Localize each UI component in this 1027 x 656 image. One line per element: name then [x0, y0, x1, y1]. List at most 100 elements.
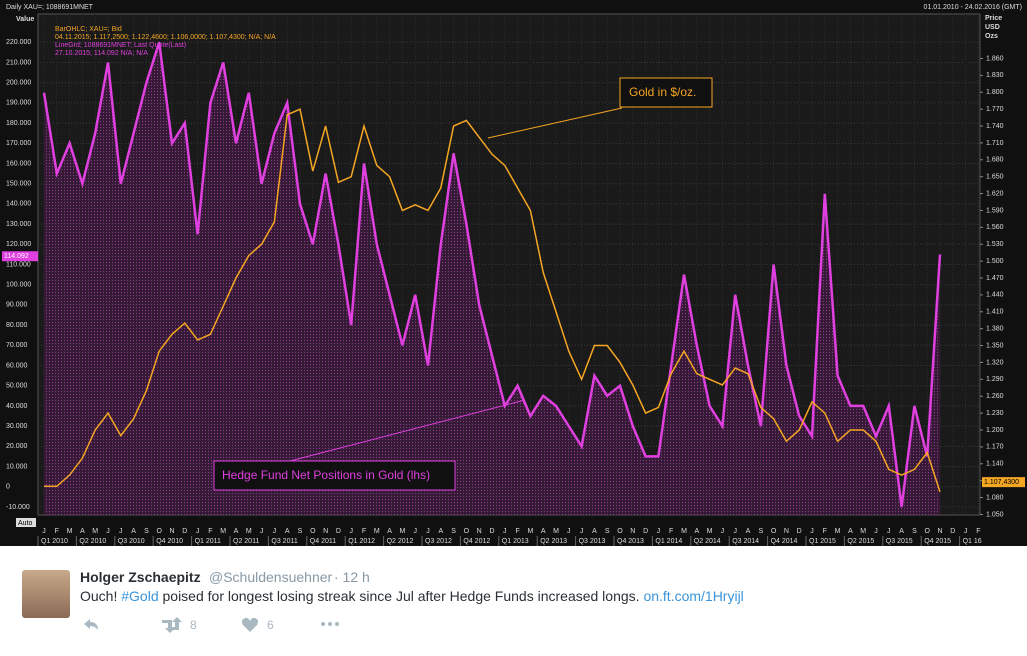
retweet-count: 8: [190, 618, 197, 632]
x-tick-label: M: [860, 528, 866, 535]
x-tick-label: A: [592, 528, 597, 535]
x-tick-label: O: [310, 528, 316, 535]
y-tick-label: -10.000: [6, 504, 30, 511]
x-tick-label: S: [758, 528, 763, 535]
y2-tick-label: 1.470: [986, 275, 1004, 282]
x-tick-label: S: [451, 528, 456, 535]
leader-line: [289, 399, 526, 462]
x-tick-label: D: [489, 528, 494, 535]
annotation-box: [619, 77, 713, 108]
y2-label: USD: [985, 24, 1000, 31]
quarter-label: Q2 2014: [694, 538, 721, 545]
y-tick-label: 0: [6, 484, 10, 491]
retweet-icon[interactable]: [162, 617, 182, 633]
x-tick-label: A: [438, 528, 443, 535]
x-tick-label: J: [260, 528, 264, 535]
y2-tick-label: 1.740: [986, 123, 1004, 130]
x-tick-label: D: [797, 528, 802, 535]
x-tick-label: A: [80, 528, 85, 535]
quarter-label: Q4 2010: [156, 538, 183, 545]
x-tick-label: O: [156, 528, 162, 535]
y2-tick-label: 1.800: [986, 89, 1004, 96]
x-tick-label: F: [362, 528, 366, 535]
like-count: 6: [267, 618, 274, 632]
x-tick-label: M: [220, 528, 226, 535]
y2-tick-label: 1.350: [986, 342, 1004, 349]
y2-tick-label: 1.530: [986, 241, 1004, 248]
y2-tick-label: 1.860: [986, 55, 1004, 62]
quarter-label: Q2 2013: [540, 538, 567, 545]
y-tick-label: 130.000: [6, 221, 31, 228]
x-tick-label: J: [721, 528, 725, 535]
quarter-label: Q3 2012: [425, 538, 452, 545]
x-tick-label: A: [131, 528, 136, 535]
quarter-label: Q2 2011: [233, 538, 259, 545]
last-tag-label: 114.092: [4, 253, 29, 260]
auto-button[interactable]: [16, 518, 36, 527]
link[interactable]: on.ft.com/1Hryijl: [643, 588, 744, 604]
x-tick-label: J: [503, 528, 507, 535]
quarter-label: Q1 2014: [655, 538, 682, 545]
y-tick-label: 190.000: [6, 100, 31, 107]
x-tick-label: J: [42, 528, 46, 535]
x-tick-label: J: [196, 528, 200, 535]
x-tick-label: F: [55, 528, 59, 535]
x-tick-label: N: [937, 528, 942, 535]
reply-icon[interactable]: [84, 619, 98, 630]
y2-tick-label: 1.320: [986, 359, 1004, 366]
x-tick-label: O: [924, 528, 930, 535]
x-tick-label: N: [630, 528, 635, 535]
x-tick-label: M: [527, 528, 533, 535]
annotation-box: [213, 460, 456, 491]
user-name[interactable]: Holger Zschaepitz: [80, 569, 201, 585]
hashtag[interactable]: #Gold: [121, 588, 159, 604]
y2-tick-label: 1.080: [986, 494, 1004, 501]
date-range: 01.01.2010 - 24.02.2016 (GMT): [924, 4, 1022, 11]
x-tick-label: N: [784, 528, 789, 535]
x-tick-label: J: [273, 528, 277, 535]
last-tag-label: 1.107,4300: [984, 479, 1019, 486]
x-tick-label: M: [246, 528, 252, 535]
quarter-label: Q4 2015: [924, 538, 951, 545]
more-icon[interactable]: [321, 622, 339, 626]
x-tick-label: O: [771, 528, 777, 535]
y-tick-label: 210.000: [6, 59, 31, 66]
x-tick-label: J: [426, 528, 430, 535]
x-tick-label: J: [349, 528, 353, 535]
x-tick-label: D: [643, 528, 648, 535]
quarter-label: Q4 2014: [771, 538, 798, 545]
x-tick-label: J: [874, 528, 878, 535]
leader-line: [487, 107, 623, 139]
quarter-label: Q3 2014: [732, 538, 759, 545]
y2-tick-label: 1.170: [986, 444, 1004, 451]
auto-label[interactable]: Auto: [18, 520, 33, 527]
y2-tick-label: 1.380: [986, 326, 1004, 333]
y2-tick-label: 1.200: [986, 427, 1004, 434]
chart-title: Daily XAU=; 1088691MNET: [6, 4, 94, 11]
x-tick-label: F: [823, 528, 827, 535]
x-tick-label: M: [681, 528, 687, 535]
quarter-label: Q4 2012: [463, 538, 490, 545]
avatar[interactable]: [22, 570, 70, 618]
chart: Daily XAU=; 1088691MNET 01.01.2010 - 24.…: [0, 0, 1027, 546]
y-label: Value: [16, 16, 34, 23]
x-tick-label: A: [746, 528, 751, 535]
y-tick-label: 120.000: [6, 241, 31, 248]
x-tick-label: J: [119, 528, 123, 535]
y-tick-label: 10.000: [6, 463, 28, 470]
y2-tick-label: 1.650: [986, 174, 1004, 181]
y-tick-label: 100.000: [6, 282, 31, 289]
x-tick-label: M: [67, 528, 73, 535]
x-tick-label: A: [694, 528, 699, 535]
y-tick-label: 170.000: [6, 140, 31, 147]
like-icon[interactable]: [241, 617, 259, 632]
user-handle[interactable]: @Schuldensuehner: [209, 569, 333, 585]
quarter-label: Q3 2013: [579, 538, 606, 545]
y-tick-label: 20.000: [6, 443, 28, 450]
quarter-label: Q1 2010: [41, 538, 68, 545]
x-tick-label: M: [399, 528, 405, 535]
x-tick-label: J: [106, 528, 110, 535]
tweet-time[interactable]: · 12 h: [334, 569, 370, 585]
quarter-label: Q1 2015: [809, 538, 836, 545]
y2-tick-label: 1.710: [986, 140, 1004, 147]
